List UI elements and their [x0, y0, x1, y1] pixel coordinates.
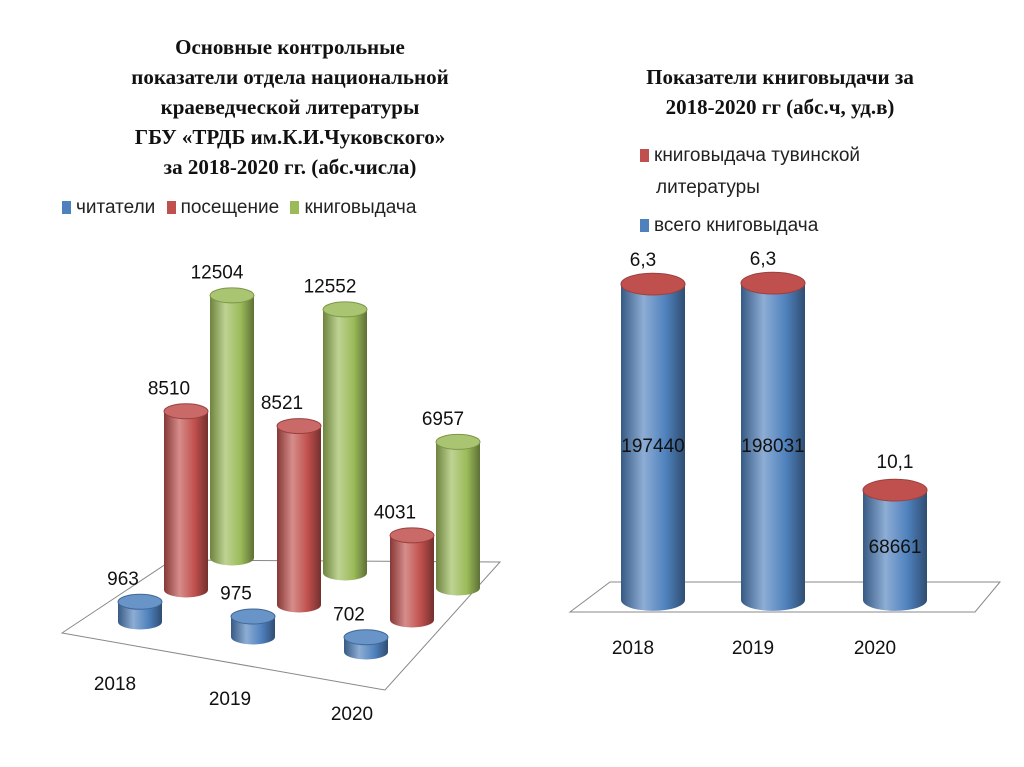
legend-item-readers: читатели: [62, 197, 155, 218]
left-legend: читатели посещение книговыдача: [62, 197, 416, 219]
right-tuvan-label: 6,3: [630, 250, 656, 271]
left-data-label: 975: [220, 584, 252, 605]
right-bar-2019: [740, 271, 806, 611]
legend-swatch: [62, 201, 71, 214]
left-bar-1-2020: [389, 527, 435, 628]
left-bar-1-2020-top: [389, 527, 435, 544]
right-bar-2020-top: [862, 478, 928, 502]
left-data-label: 4031: [374, 502, 416, 523]
legend-item-tuvan: книговыдача тувинской литературы: [640, 140, 940, 204]
left-bar-1-2019-body: [277, 426, 321, 613]
right-total-label: 198031: [741, 436, 804, 457]
left-bar-0-2018: [117, 593, 163, 630]
right-bar-2018: [620, 272, 686, 611]
left-bar-2-2020-body: [436, 441, 480, 596]
legend-label: читатели: [76, 197, 156, 218]
left-data-label: 8521: [261, 393, 303, 414]
left-bar-2-2018: [209, 287, 255, 566]
right-x-tick-label: 2019: [732, 638, 774, 659]
left-bar-2-2019: [322, 301, 368, 581]
right-bar-2018-top: [620, 272, 686, 296]
left-bar-1-2018-body: [164, 411, 208, 598]
left-bar-2-2019-body: [323, 309, 367, 581]
right-total-label: 197440: [621, 436, 684, 457]
right-bar-2019-top: [740, 271, 806, 295]
left-bar-2-2018-body: [210, 295, 254, 566]
left-data-label: 6957: [422, 409, 464, 430]
right-x-tick-label: 2018: [612, 638, 654, 659]
legend-item-visits: посещение: [166, 197, 280, 218]
left-chart-title: Основные контрольные показатели отдела н…: [131, 35, 449, 179]
left-data-label: 963: [107, 569, 139, 590]
left-bar-2-2020: [435, 433, 481, 596]
right-chart-title: Показатели книговыдачи за 2018-2020 гг (…: [646, 65, 914, 119]
left-data-label: 12552: [304, 276, 357, 297]
right-tuvan-label: 10,1: [877, 452, 914, 473]
legend-item-total: всего книговыдача: [640, 210, 940, 242]
right-x-tick-label: 2020: [854, 638, 896, 659]
left-bar-2-2020-top: [435, 433, 481, 450]
left-bar-1-2019-top: [276, 418, 322, 435]
left-data-label: 702: [333, 604, 365, 625]
left-bar-1-2018: [163, 403, 209, 598]
left-x-tick-label: 2019: [209, 689, 251, 710]
legend-swatch: [166, 201, 176, 214]
left-bar-0-2018-top: [117, 593, 163, 610]
right-tuvan-label: 6,3: [750, 249, 776, 270]
left-bar-0-2020-top: [343, 629, 389, 646]
left-x-tick-label: 2020: [331, 704, 373, 725]
right-total-label: 68661: [869, 537, 922, 558]
left-x-tick-label: 2018: [94, 674, 136, 695]
left-bar-0-2019-top: [230, 608, 276, 625]
right-legend: книговыдача тувинской литературы всего к…: [640, 140, 940, 242]
left-bar-1-2018-top: [163, 403, 209, 420]
right-bar-2018-body: [621, 284, 685, 611]
left-bar-0-2020: [343, 629, 389, 660]
right-bar-2019-body: [741, 283, 805, 611]
legend-label: посещение: [180, 197, 280, 218]
left-bar-1-2020-body: [390, 535, 434, 628]
left-data-label: 8510: [148, 378, 190, 399]
right-bar-2020: [862, 478, 928, 611]
left-bar-2-2018-top: [209, 287, 255, 304]
legend-swatch: [640, 219, 649, 232]
legend-label: книговыдача: [304, 197, 417, 218]
left-bar-2-2019-top: [322, 301, 368, 318]
left-bar-0-2019: [230, 608, 276, 645]
legend-swatch: [290, 201, 300, 214]
legend-label: всего книговыдача: [654, 215, 819, 236]
legend-label: книговыдача тувинской литературы: [654, 145, 861, 198]
legend-item-issuance: книговыдача: [290, 197, 416, 218]
right-bar-2020-body: [863, 490, 927, 611]
left-bar-1-2019: [276, 418, 322, 613]
left-data-label: 12504: [191, 262, 244, 283]
legend-swatch: [640, 149, 649, 162]
